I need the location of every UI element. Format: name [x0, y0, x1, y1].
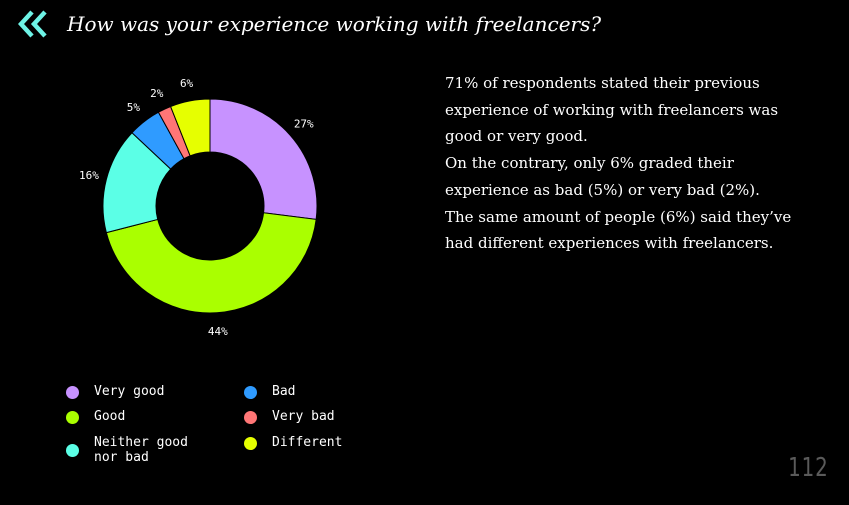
double-chevron-left-icon[interactable] [18, 9, 50, 39]
legend-dot [66, 444, 79, 457]
legend-label: Very bad [272, 409, 335, 424]
slice-label: 6% [180, 77, 194, 90]
legend-item-very-good: Very good [66, 384, 214, 399]
description-text: 71% of respondents stated their previous… [445, 70, 805, 257]
legend-item-very-bad: Very bad [244, 409, 392, 424]
legend-dot [244, 411, 257, 424]
legend-dot [66, 386, 79, 399]
slice-label: 16% [79, 169, 99, 182]
legend-label: Good [94, 409, 126, 424]
legend-dot [244, 437, 257, 450]
slice-label: 27% [294, 117, 314, 130]
donut-slice-very-good [209, 98, 318, 220]
legend-label: Bad [272, 384, 296, 399]
donut-slice-different [169, 98, 211, 157]
legend-label: Very good [94, 384, 165, 399]
donut-slices [102, 98, 318, 314]
legend-dot [244, 386, 257, 399]
slice-label: 2% [150, 87, 164, 100]
donut-slice-labels: 27% 44% 16% 5% 2% 6% [79, 77, 314, 338]
description-paragraph: 71% of respondents stated their previous… [445, 74, 779, 146]
legend-label: Neither good nor bad [94, 435, 188, 465]
legend-label: Different [272, 435, 343, 450]
legend-dot [66, 411, 79, 424]
legend-item-good: Good [66, 409, 214, 424]
chevron-left-outer [18, 10, 34, 38]
legend-item-bad: Bad [244, 384, 392, 399]
legend-item-neither-good-nor-bad: Neither good nor bad [66, 435, 214, 465]
page-number: 112 [788, 453, 829, 483]
slice-label: 5% [127, 101, 141, 114]
slice-label: 44% [208, 325, 228, 338]
chevron-left-inner [30, 10, 47, 38]
description-paragraph: On the contrary, only 6% graded their ex… [445, 154, 760, 199]
donut-slice-good [105, 212, 317, 314]
page-title: How was your experience working with fre… [67, 12, 602, 36]
description-paragraph: The same amount of people (6%) said they… [445, 207, 792, 253]
legend-item-different: Different [244, 435, 392, 450]
